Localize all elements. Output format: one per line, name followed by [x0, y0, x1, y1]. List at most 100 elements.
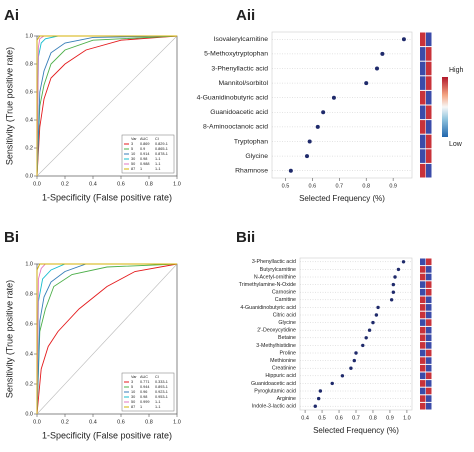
- legend-ci: 0.878-1: [155, 152, 168, 156]
- legend-auc: 1: [140, 167, 142, 171]
- legend-auc: 0.96: [140, 390, 147, 394]
- plot-frame: [271, 31, 413, 179]
- heat-cell: [420, 372, 426, 380]
- legend-ci: 1-1: [155, 400, 161, 404]
- dot: [316, 396, 321, 401]
- heat-cell: [426, 402, 432, 410]
- heat-cell: [420, 163, 426, 178]
- x-tick-label: 0.4: [89, 419, 97, 425]
- heat-cell: [426, 349, 432, 357]
- dot: [315, 124, 320, 129]
- x-tick-label: 0.8: [369, 415, 377, 421]
- dot: [393, 275, 397, 279]
- heat-cell: [426, 134, 432, 149]
- heat-cell: [420, 47, 426, 61]
- heat-cell: [426, 105, 432, 120]
- heat-cell: [426, 304, 432, 311]
- heat-cell: [420, 380, 426, 387]
- x-tick-label: 0.9: [389, 183, 397, 189]
- legend-ci: 0.829-1: [155, 142, 168, 146]
- x-axis-label: Selected Frequency (%): [299, 194, 385, 203]
- x-tick-label: 0.9: [386, 415, 394, 421]
- heat-cell: [420, 326, 426, 334]
- roc-curve: [36, 35, 178, 177]
- heat-cell: [420, 296, 426, 304]
- category-label: Trimethylamine-N-Oxide: [239, 282, 296, 288]
- heat-cell: [426, 163, 432, 178]
- legend-auc: 0.944: [140, 385, 150, 389]
- heat-cell: [426, 334, 432, 342]
- heat-cell: [420, 342, 426, 349]
- category-label: Arginine: [277, 396, 296, 402]
- category-label: 3-Phenyllactic acid: [211, 65, 268, 72]
- legend-label: 10: [131, 390, 135, 394]
- y-tick-label: 1.0: [25, 33, 33, 39]
- dot: [361, 343, 365, 348]
- legend-header: Var: [131, 375, 137, 379]
- roc-curve: [36, 263, 178, 415]
- heat-cell: [420, 319, 426, 326]
- dot: [364, 81, 369, 86]
- heat-cell: [420, 32, 426, 47]
- category-label: Indole-3-lactic acid: [252, 404, 296, 410]
- legend-auc: 0.771: [140, 380, 150, 384]
- legend-ci: 1-1: [155, 157, 161, 161]
- legend-label: 3: [131, 380, 133, 384]
- roc-curve: [36, 35, 178, 177]
- heat-cell: [426, 342, 432, 349]
- x-tick-label: 0.8: [145, 181, 153, 187]
- dot: [380, 51, 385, 56]
- dot: [364, 336, 368, 340]
- legend-ci: 1-1: [155, 162, 161, 166]
- category-label: Guanidoacetic acid: [251, 381, 296, 387]
- legend-ci: 0.953-1: [155, 395, 168, 399]
- heat-cell: [420, 334, 426, 342]
- category-label: 5-Methoxytryptophan: [204, 51, 268, 58]
- legend-auc: 0.98: [140, 157, 147, 161]
- category-label: Methionine: [270, 358, 296, 364]
- heat-cell: [426, 357, 432, 364]
- heat-cell: [426, 273, 432, 281]
- x-tick-label: 0.2: [61, 419, 69, 425]
- category-label: 2'-Deoxycytidine: [257, 328, 296, 334]
- heat-cell: [420, 387, 426, 395]
- x-tick-label: 0.6: [117, 181, 125, 187]
- y-tick-label: 0.4: [25, 351, 33, 357]
- category-label: Carnosine: [272, 290, 296, 296]
- x-axis-label: Selected Frequency (%): [313, 426, 399, 435]
- legend-header: CI: [155, 137, 159, 141]
- legend-label: 50: [131, 162, 135, 166]
- x-tick-label: 0.0: [33, 419, 41, 425]
- legend-auc: 0.914: [140, 152, 150, 156]
- heat-cell: [420, 395, 426, 402]
- heat-cell: [426, 32, 432, 47]
- category-label: Glycine: [278, 320, 296, 326]
- dot: [371, 320, 375, 325]
- heat-cell: [426, 364, 432, 372]
- y-tick-label: 0.4: [25, 117, 33, 123]
- dot: [375, 66, 379, 71]
- dot: [318, 389, 323, 393]
- y-tick-label: 0.8: [25, 61, 33, 67]
- heat-cell: [420, 258, 426, 266]
- dot: [352, 358, 357, 363]
- legend-auc: 0.988: [140, 162, 150, 166]
- heat-cell: [426, 387, 432, 395]
- legend-box: [121, 134, 175, 174]
- panel-label: Bi: [4, 229, 19, 246]
- panel-label: Aii: [236, 7, 255, 24]
- heat-cell: [420, 304, 426, 311]
- dot: [307, 139, 312, 144]
- legend-label: 3: [131, 142, 133, 146]
- category-label: N-Acetyl-ornithine: [254, 274, 296, 280]
- legend-auc: 0.869: [140, 142, 150, 146]
- dot: [340, 374, 345, 378]
- legend-label: 30: [131, 395, 135, 399]
- x-tick-label: 0.6: [335, 415, 343, 421]
- category-label: Proline: [280, 350, 297, 356]
- heat-cell: [420, 288, 426, 296]
- legend-auc: 0.9: [140, 147, 145, 151]
- heat-cell: [420, 76, 426, 90]
- heat-cell: [420, 105, 426, 120]
